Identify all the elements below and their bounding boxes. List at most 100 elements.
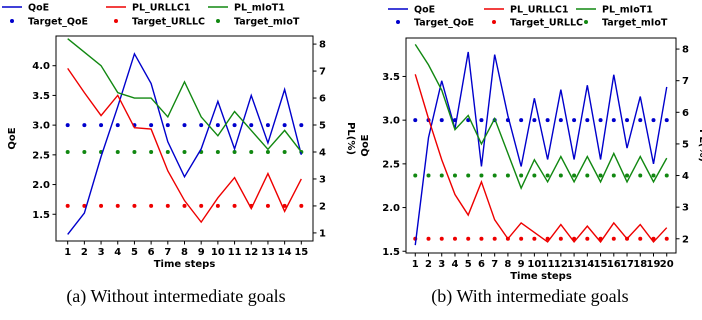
caption-a: (a) Without intermediate goals xyxy=(66,286,286,306)
x-axis-label: Time steps xyxy=(510,271,572,282)
series-line-pl-miot1 xyxy=(67,38,302,153)
data-point-target-urllc xyxy=(82,203,87,208)
x-tick-label: 20 xyxy=(660,259,674,270)
data-point-target-urllc xyxy=(282,203,287,208)
data-point-target-qoe xyxy=(149,123,154,128)
x-tick-label: 7 xyxy=(491,259,498,270)
data-point-target-urllc xyxy=(132,203,137,208)
y-tick-label: 4.0 xyxy=(32,61,50,72)
data-point-target-miot xyxy=(282,149,287,154)
legend-label: PL_mIoT1 xyxy=(234,3,285,14)
series-pl-miot1 xyxy=(67,38,302,153)
x-tick-label: 15 xyxy=(594,259,608,270)
data-point-target-miot xyxy=(65,149,70,154)
data-point-target-qoe xyxy=(115,123,120,128)
data-point-target-urllc xyxy=(492,236,497,241)
legend-label: Target_mIoT xyxy=(602,18,668,29)
legend-item-pl-urllc1: PL_URLLC1 xyxy=(106,3,190,14)
x-tick-label: 10 xyxy=(527,259,541,270)
data-point-target-urllc xyxy=(519,236,524,241)
legend-label: QoE xyxy=(414,5,435,16)
series-pl-miot1 xyxy=(414,43,668,190)
x-tick-label: 16 xyxy=(607,259,621,270)
legend-label: PL_URLLC1 xyxy=(132,3,190,14)
legend-item-pl-miot1: PL_mIoT1 xyxy=(576,5,653,16)
series-line-pl-urllc1 xyxy=(414,74,668,244)
data-point-target-miot xyxy=(572,173,577,178)
chart-b: 1 2 3 4 5 6 7 8 9 10 11 12 13 14 15 16 17 18 19 201.52.02.5… xyxy=(360,5,702,283)
data-point-target-miot xyxy=(165,149,170,154)
y-tick-label: 2.5 xyxy=(32,150,50,161)
y2-tick-label: 4 xyxy=(682,171,689,182)
y-tick-label: 2.5 xyxy=(382,159,400,170)
x-tick-label: 19 xyxy=(647,259,661,270)
y2-tick-label: 6 xyxy=(319,94,326,105)
legend-label: Target_URLLC xyxy=(132,17,205,28)
x-tick-label: 13 xyxy=(261,247,275,258)
legend: QoE PL_URLLC1 PL_mIoT1 Target_QoE Target_URL… xyxy=(2,3,300,28)
data-point-target-miot xyxy=(651,173,656,178)
data-point-target-miot xyxy=(558,173,563,178)
y-tick-label: 2.0 xyxy=(382,203,400,214)
series-target-miot xyxy=(413,173,669,178)
y-axis-label: QoE xyxy=(360,134,371,156)
data-point-target-qoe xyxy=(182,123,187,128)
data-point-target-miot xyxy=(149,149,154,154)
chart-a: 1 2 3 4 5 6 7 8 9 10 11 12 13 14 151.52.02.53.03.54.01… xyxy=(2,3,356,270)
data-point-target-miot xyxy=(505,173,510,178)
data-point-target-urllc xyxy=(182,203,187,208)
legend-item-qoe: QoE xyxy=(2,3,49,14)
y-axis-label: QoE xyxy=(7,127,18,149)
data-point-target-urllc xyxy=(452,236,457,241)
x-tick-label: 3 xyxy=(98,247,105,258)
x-tick-label: 11 xyxy=(228,247,242,258)
data-point-target-qoe xyxy=(479,118,484,123)
data-point-target-urllc xyxy=(165,203,170,208)
y2-tick-label: 3 xyxy=(682,203,689,214)
data-point-target-miot xyxy=(265,149,270,154)
x-tick-label: 18 xyxy=(633,259,647,270)
data-point-target-qoe xyxy=(299,123,304,128)
data-point-target-urllc xyxy=(265,203,270,208)
x-tick-label: 4 xyxy=(114,247,121,258)
legend-item-target-qoe: Target_QoE xyxy=(396,18,474,29)
data-point-target-miot xyxy=(182,149,187,154)
data-point-target-urllc xyxy=(215,203,220,208)
data-point-target-qoe xyxy=(651,118,656,123)
x-tick-label: 10 xyxy=(211,247,225,258)
series-line-qoe xyxy=(414,51,668,246)
data-point-target-urllc xyxy=(439,236,444,241)
y2-tick-label: 8 xyxy=(682,45,689,56)
data-point-target-miot xyxy=(232,149,237,154)
legend-item-target-urllc: Target_URLLC xyxy=(492,18,583,29)
y-tick-label: 3.0 xyxy=(32,121,50,132)
x-tick-label: 6 xyxy=(148,247,155,258)
data-point-target-miot xyxy=(479,173,484,178)
data-point-target-urllc xyxy=(149,203,154,208)
data-point-target-qoe xyxy=(232,123,237,128)
data-point-target-qoe xyxy=(558,118,563,123)
legend-item-target-miot: Target_mIoT xyxy=(584,18,668,29)
plot-frame xyxy=(405,37,677,254)
x-tick-label: 1 xyxy=(412,259,419,270)
data-point-target-urllc xyxy=(611,236,616,241)
data-point-target-miot xyxy=(625,173,630,178)
y-tick-label: 1.5 xyxy=(32,210,50,221)
data-point-target-miot xyxy=(452,173,457,178)
data-point-target-miot xyxy=(249,149,254,154)
x-tick-label: 14 xyxy=(278,247,292,258)
y2-tick-label: 5 xyxy=(682,139,689,150)
y-tick-label: 3.5 xyxy=(382,72,400,83)
y-tick-label: 3.5 xyxy=(32,91,50,102)
legend-label: Target_QoE xyxy=(414,18,474,29)
x-tick-label: 3 xyxy=(438,259,445,270)
y-tick-label: 1.5 xyxy=(382,247,400,258)
legend-label: Target_QoE xyxy=(28,17,88,28)
data-point-target-miot xyxy=(115,149,120,154)
data-point-target-urllc xyxy=(232,203,237,208)
legend-item-qoe: QoE xyxy=(388,5,435,16)
data-point-target-qoe xyxy=(585,118,590,123)
y2-tick-label: 7 xyxy=(319,67,326,78)
y-tick-label: 3.0 xyxy=(382,116,400,127)
x-tick-label: 7 xyxy=(164,247,171,258)
